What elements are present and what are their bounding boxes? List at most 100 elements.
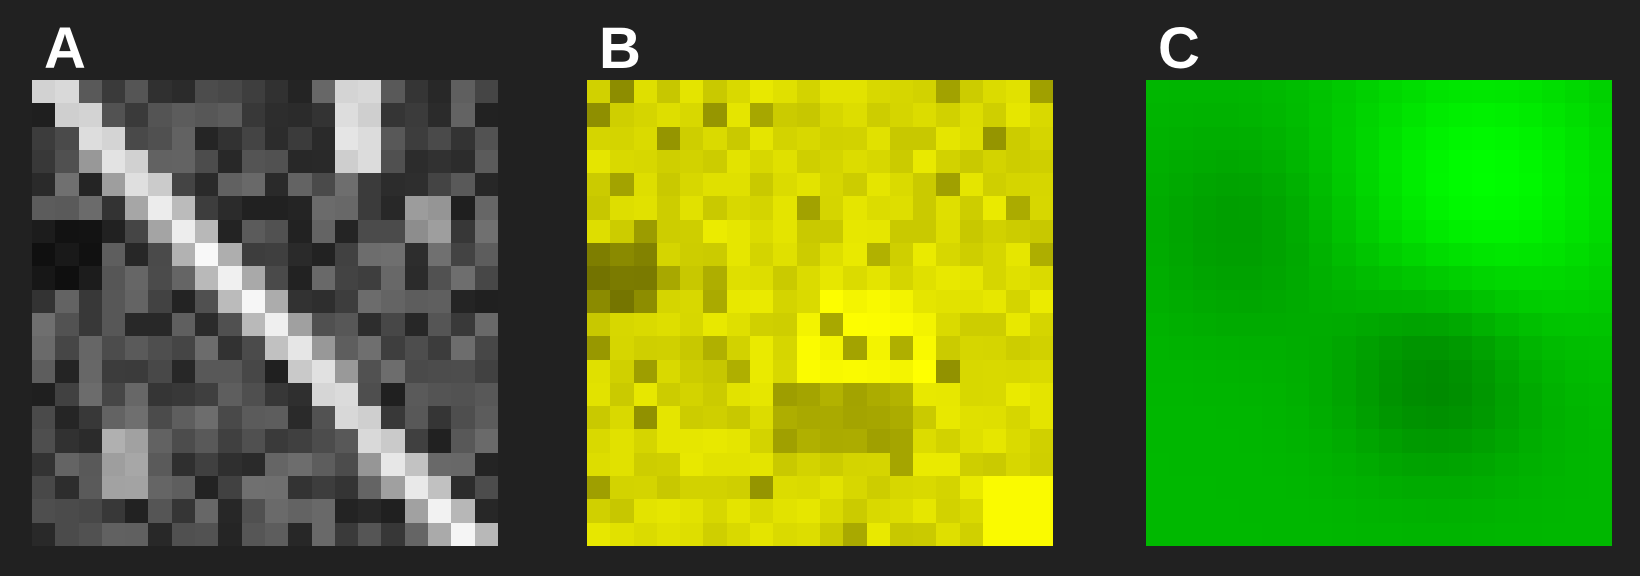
pixel-cell bbox=[451, 266, 475, 290]
pixel-cell bbox=[843, 312, 867, 337]
pixel-cell bbox=[381, 126, 405, 150]
pixel-cell bbox=[1239, 103, 1263, 127]
pixel-cell bbox=[983, 219, 1007, 244]
pixel-cell bbox=[1448, 429, 1473, 453]
pixel-cell bbox=[610, 266, 634, 290]
pixel-cell bbox=[1402, 522, 1426, 546]
pixel-cell bbox=[288, 149, 312, 174]
pixel-cell bbox=[195, 126, 219, 150]
pixel-cell bbox=[334, 289, 359, 313]
pixel-cell bbox=[959, 359, 984, 383]
pixel-cell bbox=[1565, 336, 1589, 360]
pixel-cell bbox=[1285, 173, 1310, 197]
pixel-cell bbox=[428, 499, 452, 523]
pixel-cell bbox=[1565, 359, 1589, 383]
pixel-cell bbox=[1309, 196, 1333, 220]
pixel-cell bbox=[1006, 196, 1030, 220]
pixel-cell bbox=[1332, 336, 1356, 360]
pixel-cell bbox=[474, 289, 498, 313]
pixel-cell bbox=[656, 266, 681, 290]
pixel-cell bbox=[241, 126, 265, 150]
pixel-cell bbox=[1355, 289, 1379, 313]
pixel-cell bbox=[358, 452, 382, 477]
pixel-cell bbox=[1029, 406, 1053, 430]
pixel-cell bbox=[889, 406, 914, 430]
pixel-cell bbox=[1006, 80, 1030, 104]
pixel-cell bbox=[1448, 382, 1473, 407]
pixel-cell bbox=[1146, 126, 1170, 150]
pixel-cell bbox=[610, 312, 634, 337]
pixel-cell bbox=[195, 499, 219, 523]
pixel-cell bbox=[1215, 149, 1240, 174]
pixel-cell bbox=[288, 522, 312, 546]
pixel-cell bbox=[171, 382, 196, 407]
pixel-cell bbox=[125, 126, 149, 150]
pixel-cell bbox=[796, 382, 820, 407]
pixel-cell bbox=[1542, 476, 1566, 500]
pixel-cell bbox=[311, 336, 335, 360]
pixel-cell bbox=[1565, 126, 1589, 150]
pixel-cell bbox=[959, 103, 984, 127]
pixel-cell bbox=[633, 476, 657, 500]
pixel-cell bbox=[819, 219, 844, 244]
pixel-cell bbox=[311, 149, 335, 174]
pixel-cell bbox=[1029, 359, 1053, 383]
pixel-cell bbox=[656, 243, 681, 267]
pixel-cell bbox=[428, 126, 452, 150]
pixel-cell bbox=[680, 126, 704, 150]
pixel-cell bbox=[866, 499, 890, 523]
pixel-cell bbox=[1262, 312, 1286, 337]
pixel-cell bbox=[1239, 126, 1263, 150]
pixel-cell bbox=[1402, 429, 1426, 453]
pixel-cell bbox=[1006, 359, 1030, 383]
pixel-cell bbox=[1588, 429, 1612, 453]
pixel-cell bbox=[1146, 80, 1170, 104]
pixel-cell bbox=[1029, 243, 1053, 267]
pixel-cell bbox=[1495, 149, 1519, 174]
pixel-cell bbox=[936, 312, 960, 337]
pixel-cell bbox=[428, 336, 452, 360]
pixel-cell bbox=[451, 452, 475, 477]
pixel-cell bbox=[148, 243, 172, 267]
pixel-cell bbox=[381, 149, 405, 174]
pixel-cell bbox=[32, 452, 56, 477]
pixel-cell bbox=[750, 406, 774, 430]
pixel-cell bbox=[381, 382, 405, 407]
pixel-cell bbox=[1378, 289, 1403, 313]
pixel-cell bbox=[1262, 382, 1286, 407]
pixel-cell bbox=[1006, 243, 1030, 267]
pixel-cell bbox=[288, 126, 312, 150]
pixel-cell bbox=[1169, 406, 1193, 430]
pixel-cell bbox=[796, 80, 820, 104]
pixel-cell bbox=[32, 266, 56, 290]
pixel-cell bbox=[656, 359, 681, 383]
pixel-cell bbox=[773, 452, 797, 477]
pixel-cell bbox=[1495, 336, 1519, 360]
pixel-cell bbox=[264, 452, 289, 477]
pixel-cell bbox=[1215, 126, 1240, 150]
pixel-cell bbox=[913, 429, 937, 453]
pixel-cell bbox=[796, 499, 820, 523]
pixel-cell bbox=[404, 382, 429, 407]
pixel-cell bbox=[680, 266, 704, 290]
pixel-cell bbox=[474, 196, 498, 220]
pixel-cell bbox=[1472, 429, 1496, 453]
pixel-cell bbox=[1192, 266, 1216, 290]
pixel-cell bbox=[358, 289, 382, 313]
pixel-cell bbox=[288, 382, 312, 407]
pixel-cell bbox=[1169, 196, 1193, 220]
pixel-cell bbox=[843, 336, 867, 360]
pixel-cell bbox=[334, 359, 359, 383]
pixel-cell bbox=[264, 312, 289, 337]
pixel-cell bbox=[773, 80, 797, 104]
pixel-cell bbox=[171, 429, 196, 453]
pixel-cell bbox=[750, 499, 774, 523]
pixel-cell bbox=[819, 149, 844, 174]
pixel-cell bbox=[311, 452, 335, 477]
pixel-cell bbox=[1542, 266, 1566, 290]
pixel-cell bbox=[680, 103, 704, 127]
pixel-cell bbox=[1448, 196, 1473, 220]
pixel-cell bbox=[1542, 429, 1566, 453]
pixel-cell bbox=[101, 196, 126, 220]
pixel-cell bbox=[680, 173, 704, 197]
